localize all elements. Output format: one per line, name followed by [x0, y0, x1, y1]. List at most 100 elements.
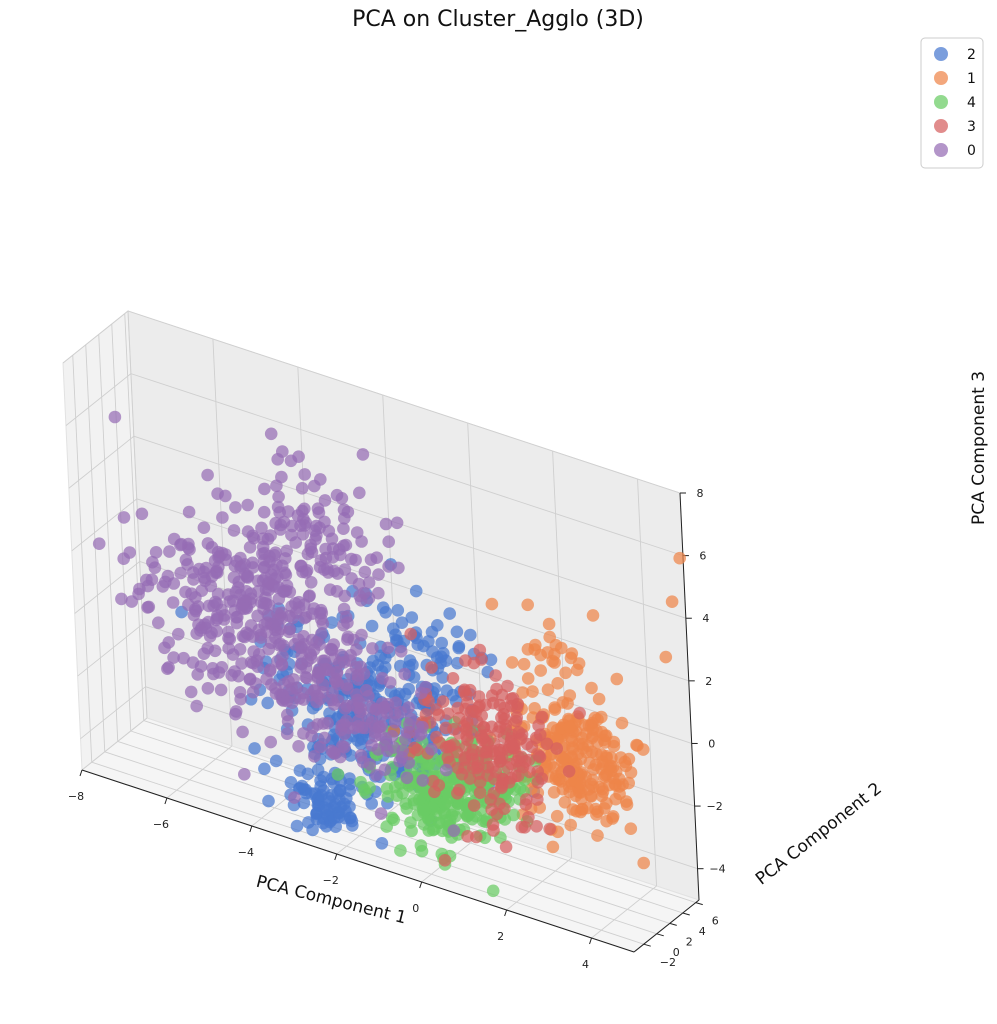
x-tick-mark: [504, 909, 508, 917]
data-point-cluster-0: [204, 579, 218, 593]
data-point-cluster-0: [313, 740, 327, 754]
data-point-cluster-0: [394, 645, 408, 658]
gridline-z-left: [77, 623, 143, 677]
data-point-cluster-0: [318, 494, 332, 507]
legend-label-0: 0: [967, 143, 976, 159]
data-point-cluster-0: [252, 648, 266, 661]
x-tick-label: 4: [582, 958, 589, 971]
data-point-cluster-0: [339, 538, 353, 552]
data-point-cluster-0: [179, 585, 192, 599]
data-point-cluster-0: [362, 591, 376, 605]
data-point-cluster-0: [411, 720, 425, 733]
data-point-cluster-1: [546, 840, 560, 854]
data-point-cluster-3: [472, 690, 486, 703]
data-point-cluster-2: [440, 684, 454, 697]
data-point-cluster-3: [487, 786, 501, 800]
data-point-cluster-0: [292, 740, 305, 753]
data-point-cluster-1: [534, 664, 547, 677]
data-point-cluster-1: [565, 647, 579, 660]
data-point-cluster-1: [673, 551, 686, 565]
data-point-cluster-0: [351, 720, 365, 733]
data-point-cluster-3: [408, 741, 421, 755]
legend-label-4: 4: [967, 95, 976, 111]
data-point-cluster-4: [432, 816, 446, 830]
data-point-cluster-0: [258, 560, 271, 574]
data-point-cluster-3: [531, 776, 545, 789]
data-point-cluster-0: [345, 552, 358, 566]
data-point-cluster-0: [347, 633, 361, 647]
data-point-cluster-0: [305, 729, 319, 743]
data-point-cluster-0: [108, 410, 122, 424]
data-point-cluster-3: [486, 689, 499, 702]
y-tick-label: 0: [673, 946, 680, 959]
data-point-cluster-0: [271, 453, 285, 466]
data-point-cluster-3: [475, 653, 488, 666]
data-point-cluster-0: [350, 643, 363, 656]
data-point-cluster-0: [280, 544, 294, 558]
data-point-cluster-2: [450, 625, 464, 639]
data-point-cluster-0: [189, 591, 202, 604]
data-point-cluster-0: [336, 739, 349, 753]
data-point-cluster-0: [269, 546, 282, 559]
data-point-cluster-0: [162, 636, 175, 649]
data-point-cluster-0: [318, 654, 331, 667]
data-point-cluster-4: [394, 844, 407, 857]
gridline-z-left: [80, 686, 146, 740]
data-point-cluster-3: [460, 714, 474, 728]
data-point-cluster-0: [269, 631, 282, 645]
data-point-cluster-0: [340, 714, 353, 728]
y-tick-label: 2: [686, 935, 693, 948]
x-tick-mark: [589, 937, 593, 945]
gridline-y-floor: [91, 761, 644, 945]
data-point-cluster-0: [219, 489, 232, 503]
data-point-cluster-0: [210, 624, 223, 638]
data-point-cluster-0: [181, 558, 194, 571]
data-point-cluster-0: [298, 519, 311, 532]
data-point-cluster-0: [304, 538, 318, 552]
gridline-z-left: [74, 561, 140, 614]
gridline-y-left: [98, 334, 119, 742]
data-point-cluster-1: [559, 666, 572, 680]
data-point-cluster-2: [284, 776, 298, 789]
data-point-cluster-1: [586, 609, 600, 622]
legend-marker-3: [934, 119, 948, 133]
data-point-cluster-0: [382, 535, 396, 548]
data-point-cluster-3: [473, 643, 487, 657]
data-point-cluster-0: [212, 666, 226, 679]
data-point-cluster-0: [379, 517, 393, 531]
data-point-cluster-4: [405, 824, 418, 838]
data-point-cluster-2: [375, 837, 389, 850]
data-point-cluster-2: [269, 754, 283, 768]
chart-title: PCA on Cluster_Agglo (3D): [352, 7, 644, 32]
y-tick-label: 4: [699, 925, 706, 938]
y-tick-label: 6: [712, 915, 719, 928]
z-tick-label: −2: [707, 800, 723, 813]
data-point-cluster-0: [201, 468, 214, 482]
data-point-cluster-0: [399, 732, 412, 746]
data-point-cluster-1: [543, 630, 556, 644]
data-point-cluster-2: [333, 783, 347, 797]
data-point-cluster-1: [529, 638, 542, 652]
data-point-cluster-1: [659, 650, 673, 664]
data-point-cluster-2: [262, 794, 275, 808]
data-point-cluster-2: [435, 636, 449, 650]
data-point-cluster-0: [142, 600, 156, 614]
data-point-cluster-1: [585, 681, 598, 695]
data-point-cluster-1: [637, 856, 650, 870]
data-point-cluster-2: [314, 780, 328, 793]
data-point-cluster-2: [387, 622, 400, 635]
data-point-cluster-3: [573, 706, 586, 720]
data-point-cluster-3: [489, 669, 502, 682]
data-point-cluster-0: [389, 696, 403, 709]
data-point-cluster-0: [273, 506, 287, 519]
gridline-x-floor: [591, 885, 657, 939]
data-point-cluster-0: [234, 692, 247, 706]
data-point-cluster-0: [209, 595, 222, 609]
z-tick-label: −4: [709, 863, 725, 876]
data-point-cluster-1: [613, 772, 626, 786]
data-point-cluster-0: [281, 715, 295, 728]
data-point-cluster-0: [393, 754, 407, 768]
data-point-cluster-0: [415, 686, 428, 700]
data-point-cluster-2: [391, 604, 405, 617]
